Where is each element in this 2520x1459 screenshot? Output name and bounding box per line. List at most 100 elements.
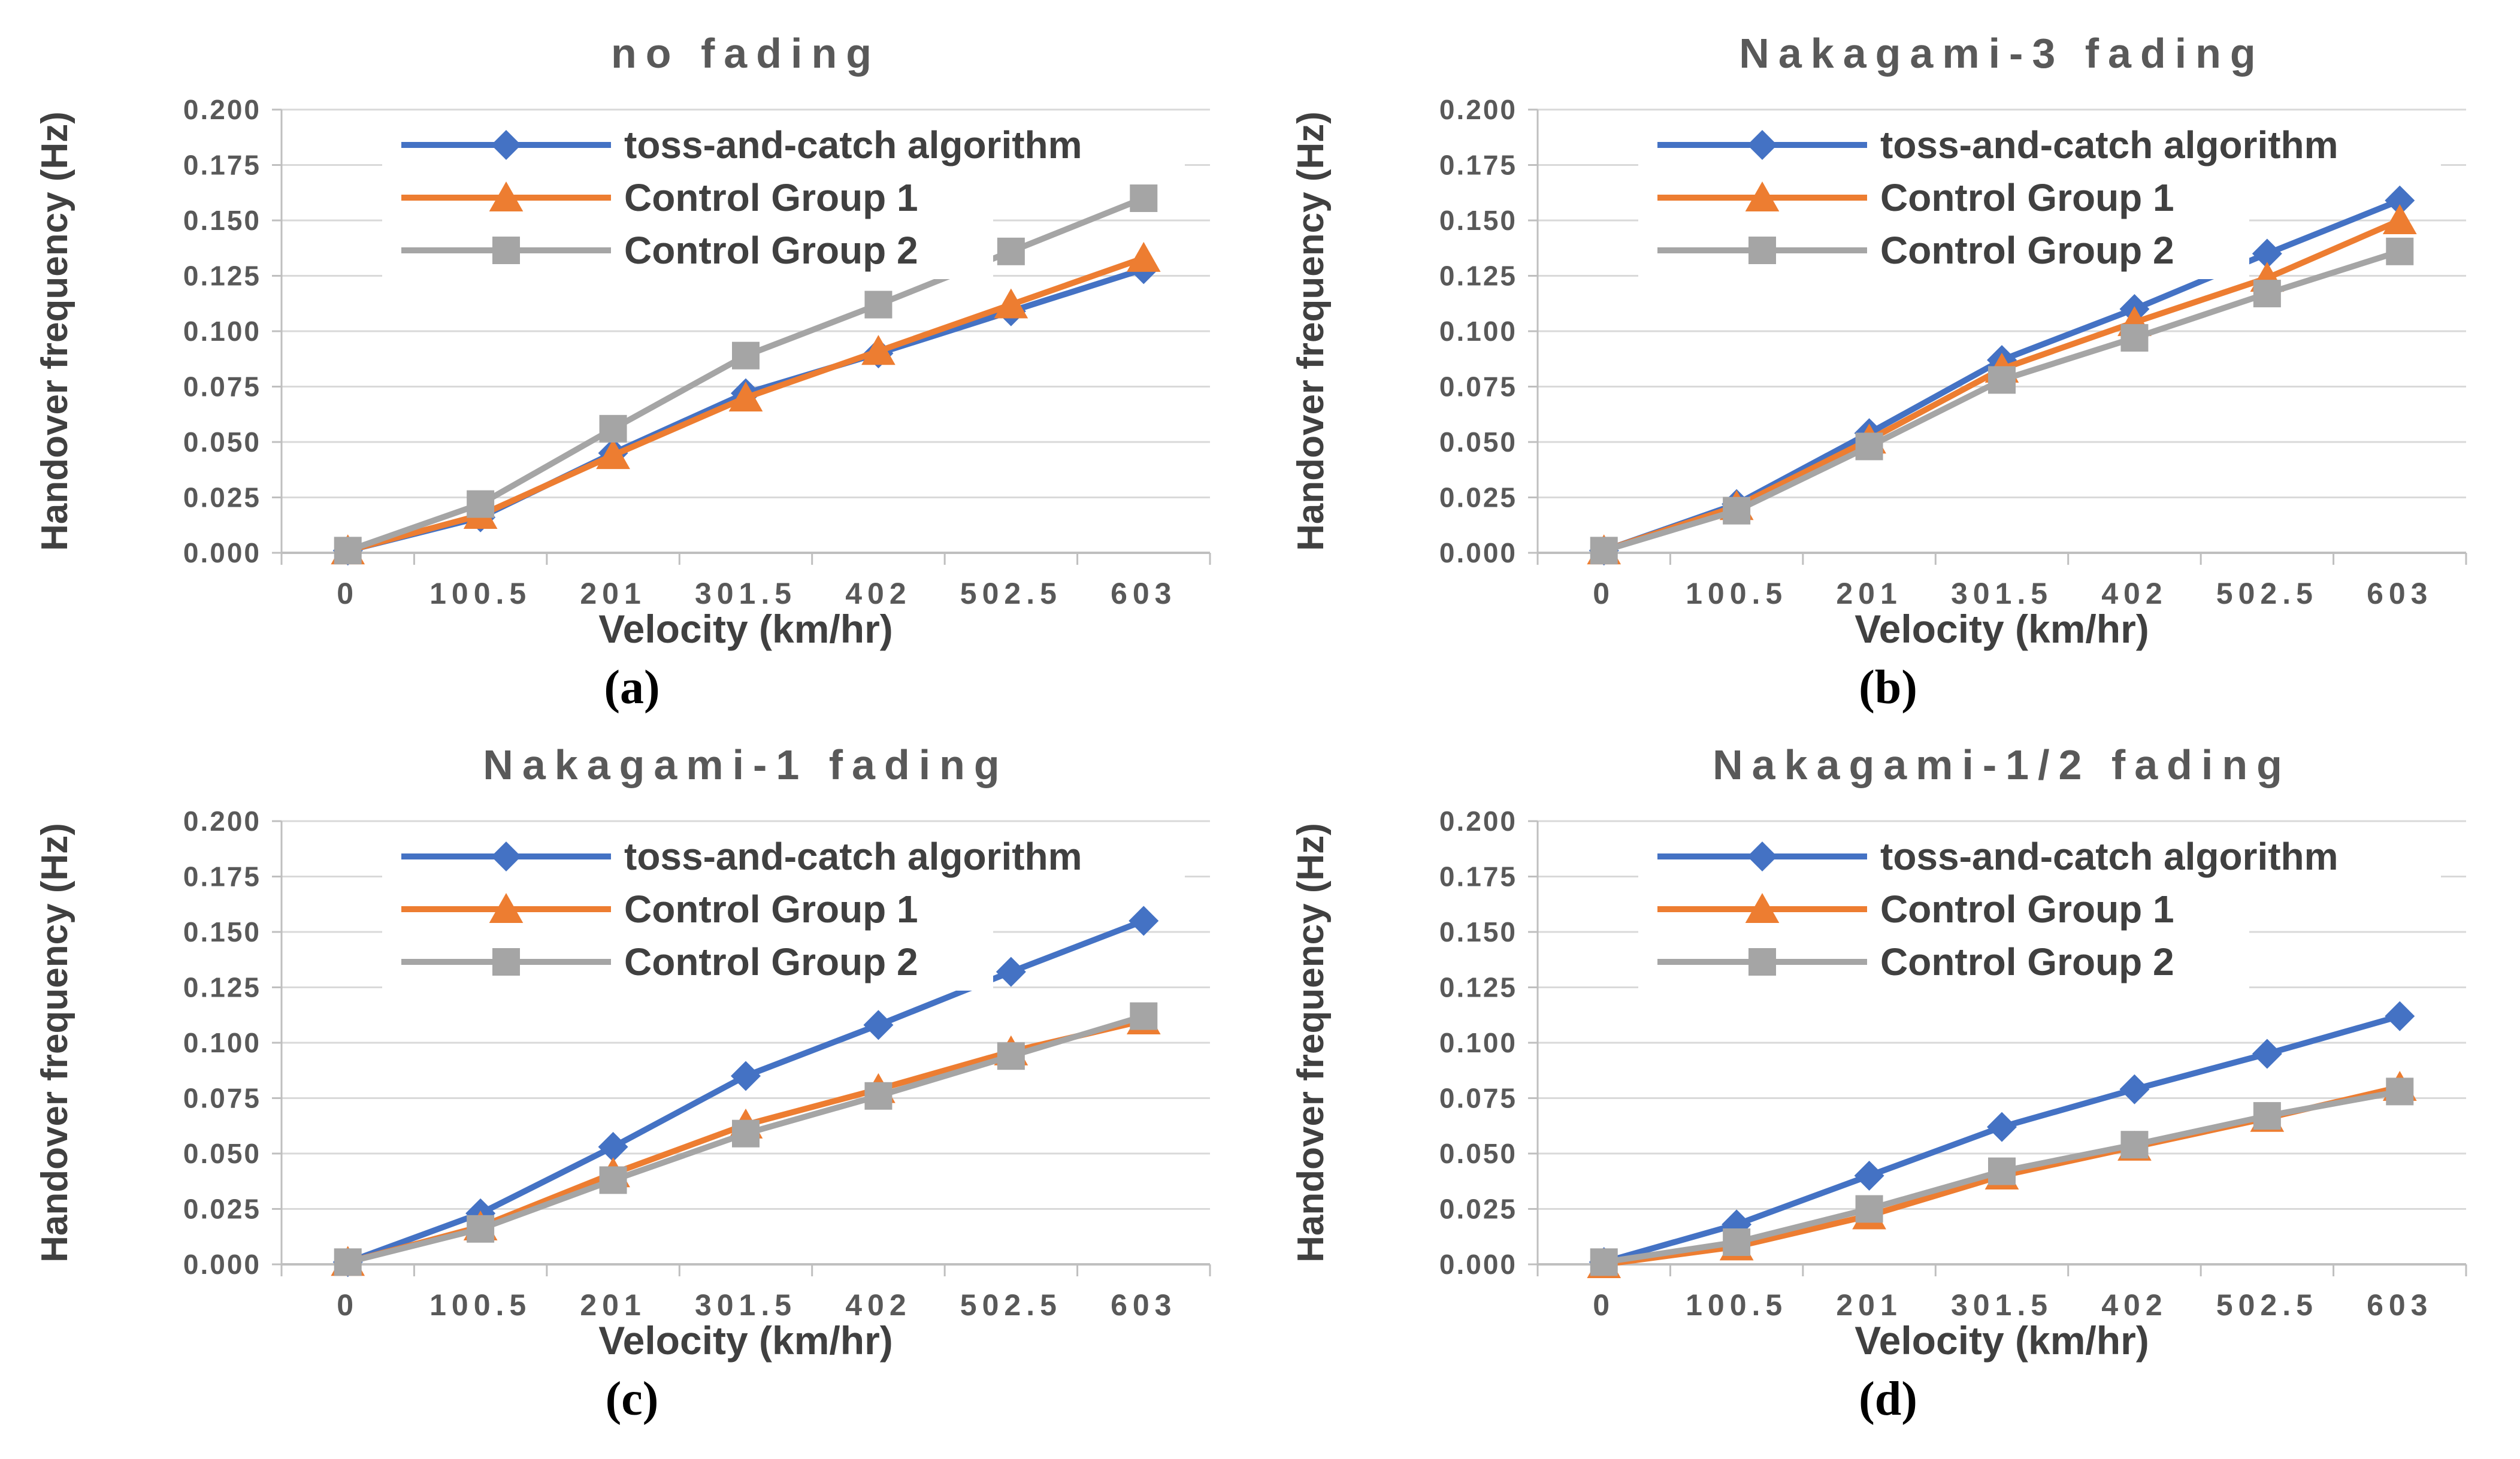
triangle-marker [994, 288, 1028, 319]
legend-label: Control Group 2 [624, 229, 918, 272]
x-tick-label: 603 [2367, 577, 2433, 610]
square-marker [1988, 1157, 2016, 1185]
x-tick-label: 402 [2101, 577, 2167, 610]
x-tick-label: 100.5 [429, 577, 531, 610]
x-axis-title: Velocity (km/hr) [1855, 1318, 2149, 1363]
y-tick-label: 0.100 [183, 316, 261, 347]
legend: toss-and-catch algorithm Control Group 1 C… [1638, 828, 2441, 991]
x-axis-title: Velocity (km/hr) [598, 607, 893, 651]
square-marker [1988, 366, 2016, 394]
y-tick-label: 0.025 [1439, 1194, 1517, 1225]
square-marker [2253, 280, 2281, 308]
diamond-marker [2119, 1074, 2150, 1104]
triangle-marker [861, 335, 896, 365]
diamond-marker [863, 1010, 894, 1040]
square-marker [334, 537, 362, 565]
x-tick-label: 100.5 [1686, 577, 1787, 610]
diamond-marker [1747, 130, 1777, 160]
legend: toss-and-catch algorithm Control Group 1 C… [382, 116, 1185, 279]
chart-panel-c: 0.000 0.025 0.050 0.075 0.100 0.125 0.150 0.175… [18, 722, 1246, 1425]
x-axis-tick-labels: 0 100.5 201 301.5 402 502.5 603 [337, 577, 1171, 610]
y-tick-label: 0.000 [183, 1249, 261, 1280]
legend-label: toss-and-catch algorithm [624, 123, 1082, 167]
y-tick-label: 0.200 [1439, 806, 1517, 837]
y-tick-label: 0.175 [183, 861, 261, 892]
square-marker [864, 1082, 893, 1110]
x-tick-label: 201 [1836, 577, 1902, 610]
axes [1528, 108, 2467, 565]
y-tick-label: 0.050 [1439, 426, 1517, 458]
diamond-marker [731, 1061, 761, 1091]
diamond-marker [491, 842, 521, 871]
y-tick-label: 0.175 [183, 150, 261, 181]
y-tick-label: 0.125 [1439, 261, 1517, 292]
x-tick-label: 502.5 [2216, 1288, 2318, 1322]
axes [272, 108, 1211, 565]
legend-entry-toss-and-catch-algorithm: toss-and-catch algorithm [382, 828, 1185, 885]
y-tick-label: 0.000 [183, 537, 261, 568]
legend-label: Control Group 1 [1880, 888, 2174, 931]
chart-nakagami-1-fading: 0.000 0.025 0.050 0.075 0.100 0.125 0.150 0.175… [34, 741, 1211, 1363]
legend-label: toss-and-catch algorithm [1880, 123, 2339, 167]
legend-entry-control-group-2: Control Group 2 [382, 933, 993, 991]
x-tick-label: 201 [580, 577, 646, 610]
square-marker [997, 1042, 1025, 1070]
legend-entry-control-group-2: Control Group 2 [382, 222, 993, 279]
x-tick-label: 0 [337, 1288, 359, 1322]
legend-label: toss-and-catch algorithm [1880, 835, 2339, 878]
diamond-marker [996, 956, 1026, 987]
y-tick-label: 0.150 [1439, 205, 1517, 236]
y-axis-tick-labels: 0.000 0.025 0.050 0.075 0.100 0.125 0.150 0.175… [1439, 94, 1517, 568]
x-tick-label: 0 [1593, 1288, 1615, 1322]
x-tick-label: 301.5 [695, 577, 797, 610]
square-marker [2120, 324, 2149, 352]
y-axis-tick-labels: 0.000 0.025 0.050 0.075 0.100 0.125 0.150 0.175… [183, 94, 261, 568]
legend-entry-control-group-2: Control Group 2 [1638, 933, 2249, 991]
square-marker [334, 1248, 362, 1276]
caption-d: (d) [1859, 1373, 1917, 1425]
y-tick-label: 0.075 [1439, 371, 1517, 402]
chart-no-fading: 0.000 0.025 0.050 0.075 0.100 0.125 0.150 0.175… [34, 30, 1211, 651]
diamond-marker [2385, 1001, 2415, 1031]
square-marker [599, 1166, 627, 1194]
caption-c: (c) [605, 1373, 659, 1425]
square-marker [1590, 1248, 1618, 1276]
y-tick-label: 0.000 [1439, 1249, 1517, 1280]
triangle-marker [1126, 241, 1161, 272]
diamond-marker [491, 130, 521, 160]
x-tick-label: 502.5 [960, 577, 1062, 610]
legend-entry-control-group-1: Control Group 1 [382, 169, 993, 226]
x-tick-label: 100.5 [1686, 1288, 1787, 1322]
legend-label: Control Group 1 [624, 888, 918, 931]
triangle-marker [489, 893, 524, 923]
triangle-marker [596, 439, 630, 470]
square-marker [2253, 1102, 2281, 1130]
series-control-group-2 [334, 1002, 1158, 1276]
y-tick-label: 0.150 [1439, 916, 1517, 948]
series-control-group-2 [334, 184, 1158, 565]
x-tick-label: 301.5 [1951, 1288, 2053, 1322]
chart-panel-b: 0.000 0.025 0.050 0.075 0.100 0.125 0.150 0.175… [1274, 11, 2502, 714]
y-tick-label: 0.100 [1439, 1027, 1517, 1058]
y-tick-label: 0.125 [1439, 972, 1517, 1003]
chart-title: Nakagami-3 fading [1739, 30, 2264, 77]
caption-b: (b) [1859, 661, 1917, 714]
legend-entry-control-group-1: Control Group 1 [1638, 169, 2249, 226]
series-control-group-2 [1590, 237, 2414, 565]
legend-entry-toss-and-catch-algorithm: toss-and-catch algorithm [1638, 828, 2441, 885]
square-marker [1855, 1195, 1883, 1223]
y-axis-title: Handover frequency (Hz) [34, 111, 75, 551]
y-axis-title: Handover frequency (Hz) [34, 823, 75, 1263]
diamond-marker [1854, 1161, 1884, 1191]
chart-title: Nakagami-1 fading [483, 741, 1008, 788]
square-marker [492, 237, 520, 264]
square-marker [1130, 1002, 1158, 1030]
x-axis-title: Velocity (km/hr) [1855, 607, 2149, 651]
legend-entry-control-group-1: Control Group 1 [1638, 880, 2249, 938]
y-tick-label: 0.100 [1439, 316, 1517, 347]
y-tick-label: 0.050 [183, 426, 261, 458]
legend-label: Control Group 1 [624, 176, 918, 219]
diamond-marker [2252, 238, 2282, 269]
square-marker [997, 237, 1025, 265]
